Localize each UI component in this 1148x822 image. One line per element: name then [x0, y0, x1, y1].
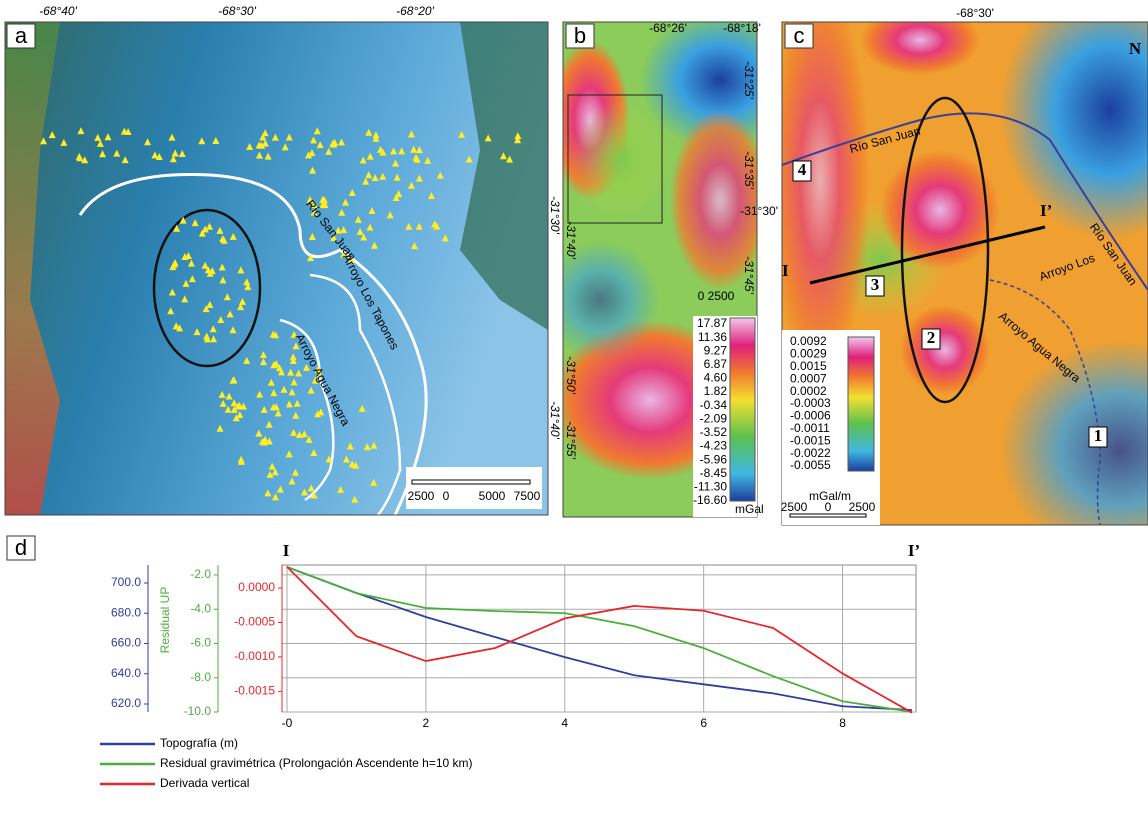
x-tick-label: 6 [700, 716, 707, 730]
x-tick-label: 2 [423, 716, 430, 730]
colorbar-label: 17.87 [697, 316, 727, 330]
y-tick-label: 640.0 [111, 666, 141, 680]
map-b [540, 10, 800, 517]
lat-label: -31°35' [742, 151, 756, 189]
zone-label: 4 [798, 160, 807, 179]
scale-label: 0 [443, 489, 450, 503]
panel-label: a [15, 23, 28, 48]
y-tick-label: -2.0 [190, 567, 211, 581]
zone-label: 3 [871, 275, 880, 294]
colorbar-label: -5.96 [700, 452, 728, 466]
lat-label: -31°50' [564, 356, 578, 394]
y-tick-label: -0.0010 [234, 649, 275, 663]
profile-label: I’ [1040, 201, 1052, 220]
profile-label: I [283, 541, 290, 560]
north-arrow: N [1129, 39, 1142, 58]
y-tick-label: 680.0 [111, 605, 141, 619]
lon-label: -68°30' [956, 6, 994, 20]
colorbar-label: 1.82 [704, 384, 728, 398]
scale-label: 2500 [408, 489, 435, 503]
lon-label: -68°40' [39, 4, 77, 18]
zone-label: 2 [927, 328, 936, 347]
lon-label: -68°26' [649, 21, 687, 35]
y-tick-label: -10.0 [184, 704, 212, 718]
colorbar-label: 11.36 [698, 330, 727, 344]
scale-label: 2500 [781, 500, 808, 514]
scale-label: 0 2500 [698, 289, 735, 303]
map-a [5, 22, 548, 515]
colorbar-label: -4.23 [700, 439, 728, 453]
y-tick-label: 700.0 [111, 575, 141, 589]
panel-label: c [794, 23, 805, 48]
colorbar-unit: mGal [735, 502, 764, 516]
colorbar-label: -16.60 [693, 493, 727, 507]
colorbar-label: -0.34 [700, 398, 728, 412]
y-tick-label: -8.0 [190, 670, 211, 684]
panel-label: d [15, 535, 27, 560]
y-tick-label: -4.0 [190, 601, 211, 615]
lon-label: -68°18' [723, 21, 761, 35]
colorbar-label: -2.09 [700, 411, 728, 425]
plot-area [282, 565, 916, 712]
figure: a -68°40' -68°30' -68°20' -31°30' -31°40… [0, 0, 1148, 822]
colorbar-label: 9.27 [704, 343, 728, 357]
scale-label: 7500 [514, 489, 541, 503]
page: a -68°40' -68°30' -68°20' -31°30' -31°40… [0, 0, 1148, 822]
profile-label: I’ [908, 541, 920, 560]
legend-label: Topografía (m) [160, 736, 238, 750]
lon-label: -68°20' [396, 4, 434, 18]
zone-label: 1 [1094, 426, 1103, 445]
y-tick-label: 620.0 [111, 696, 141, 710]
x-tick-label: 4 [561, 716, 568, 730]
lat-label: -31°40' [564, 221, 578, 259]
profile-label: I [782, 261, 789, 280]
colorbar-label: -3.52 [700, 425, 728, 439]
scale-label: 5000 [479, 489, 506, 503]
legend-label: Derivada vertical [160, 776, 249, 790]
panel-label: b [574, 23, 586, 48]
colorbar-label: 6.87 [704, 357, 728, 371]
y-tick-label: 0.0000 [238, 580, 275, 594]
lon-label: -68°30' [218, 4, 256, 18]
lat-label: -31°30' [548, 196, 562, 234]
scale-label: 0 [825, 500, 832, 514]
colorbar-label: 4.60 [704, 371, 728, 385]
colorbar-label: -0.0055 [790, 458, 831, 472]
lat-label: -31°40' [548, 401, 562, 439]
lat-label: -31°45' [742, 256, 756, 294]
legend-label: Residual gravimétrica (Prolongación Asce… [160, 756, 473, 770]
y2-axis-title: Residual UP [158, 587, 172, 654]
x-tick-label: 8 [839, 716, 846, 730]
y-tick-label: -6.0 [190, 636, 211, 650]
y-tick-label: -0.0005 [234, 615, 275, 629]
y-tick-label: 660.0 [111, 636, 141, 650]
y-tick-label: -0.0015 [234, 684, 275, 698]
colorbar-label: -11.30 [694, 480, 727, 494]
colorbar-label: -8.45 [700, 466, 728, 480]
lat-label: -31°25' [742, 61, 756, 99]
x-tick-label: -0 [282, 716, 293, 730]
scale-label: 2500 [849, 500, 876, 514]
lat-label: -31°30' [740, 204, 778, 218]
lat-label: -31°55' [564, 421, 578, 459]
